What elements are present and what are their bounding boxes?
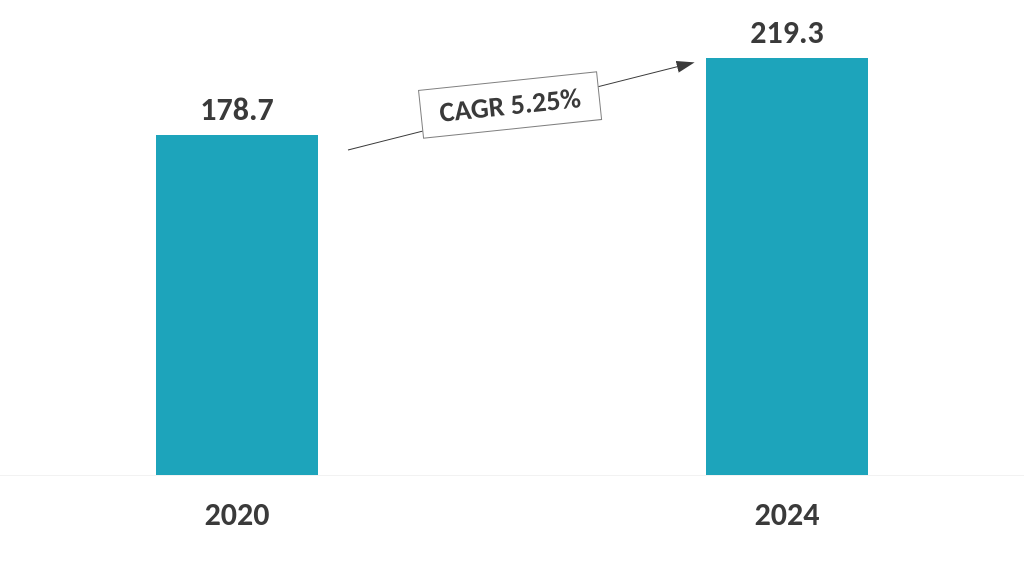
cagr-bar-chart: 178.7 219.3 2020 2024 CAGR 5.25% xyxy=(0,0,1024,563)
cagr-callout-text: CAGR 5.25% xyxy=(438,80,583,130)
